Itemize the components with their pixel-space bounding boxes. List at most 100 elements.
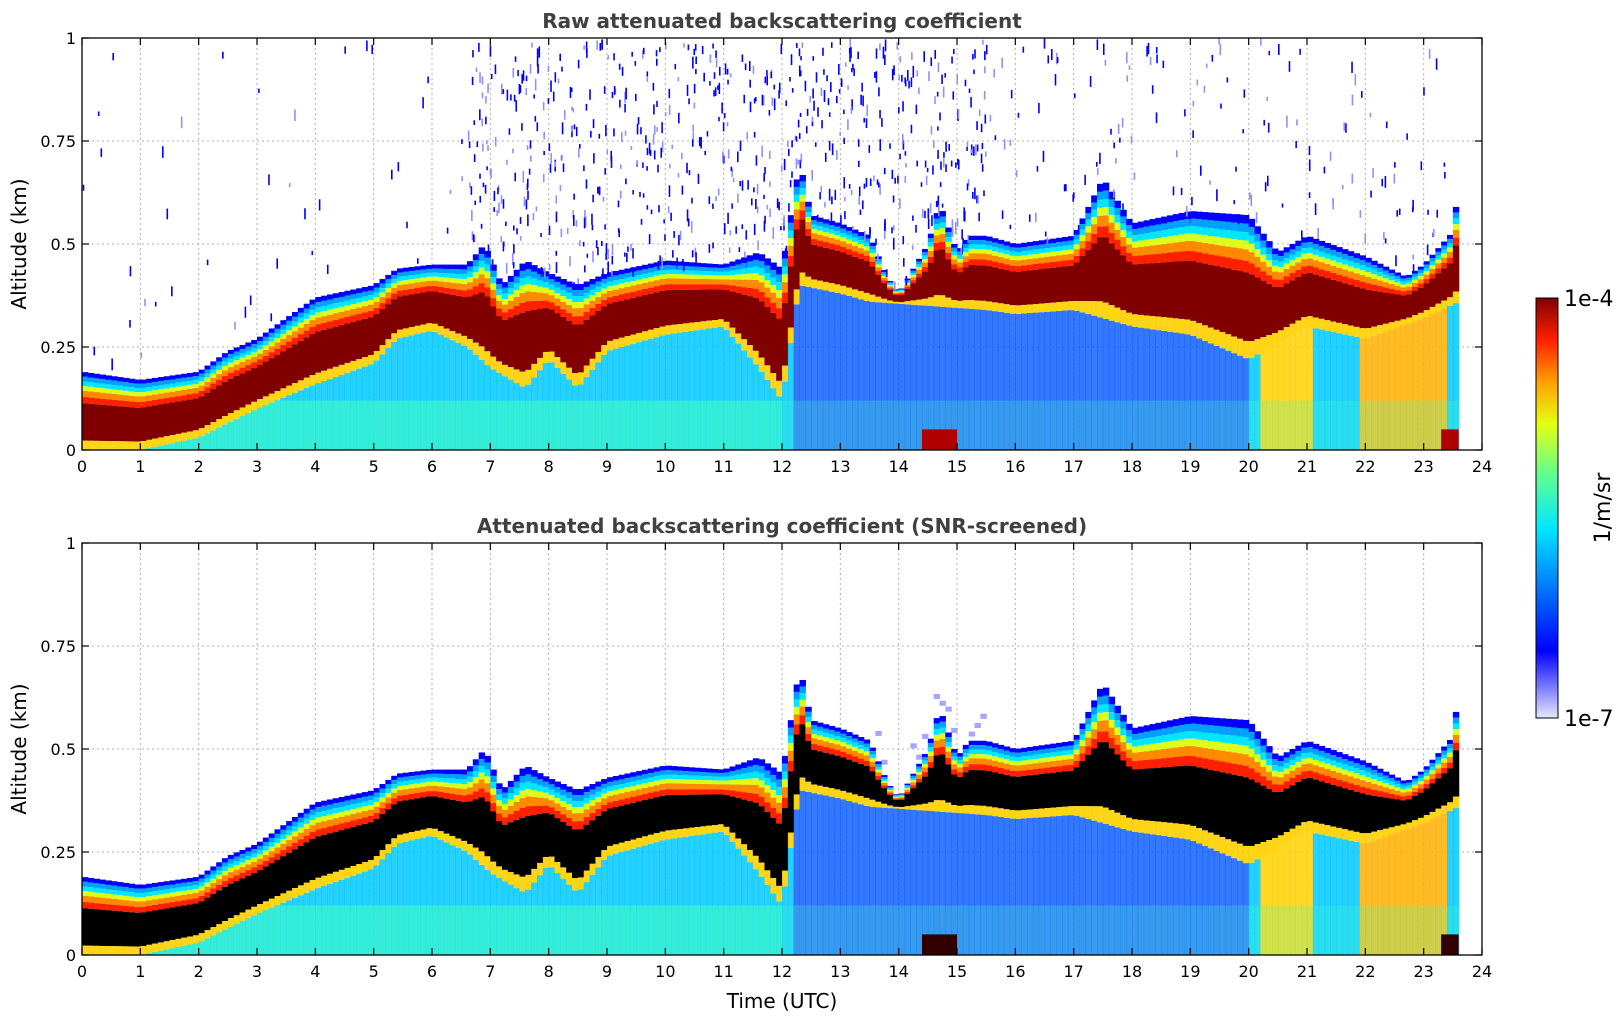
- noise-speck: [847, 119, 849, 130]
- heatmap-cell-surface: [286, 905, 293, 955]
- heatmap-cell-base: [1377, 325, 1384, 334]
- noise-speck: [905, 277, 908, 283]
- noise-speck: [573, 282, 575, 287]
- heatmap-cell-band: [478, 260, 486, 268]
- heatmap-cell-band: [472, 783, 480, 792]
- heatmap-cell-surface: [1382, 400, 1390, 450]
- heatmap-cell-band: [87, 377, 95, 383]
- heatmap-cell-band: [297, 334, 305, 341]
- heatmap-cell-band: [927, 242, 935, 247]
- heatmap-cell-band: [1050, 261, 1057, 268]
- heatmap-cell-core: [1032, 269, 1040, 305]
- heatmap-cell-band: [589, 800, 596, 806]
- heatmap-cell-band: [373, 297, 381, 302]
- heatmap-column: [122, 319, 131, 450]
- noise-speck: [1121, 117, 1124, 128]
- heatmap-cell-surface: [700, 905, 707, 955]
- heatmap-column: [939, 73, 947, 450]
- heatmap-cell-band: [286, 316, 293, 321]
- heatmap-cell-band: [210, 377, 217, 384]
- heatmap-cell-band: [198, 390, 206, 397]
- heatmap-cell-band: [303, 318, 311, 324]
- heatmap-cell-band: [624, 778, 631, 783]
- heatmap-cell-surface: [362, 400, 369, 450]
- noise-speck: [630, 146, 633, 151]
- heatmap-cell-core: [1073, 262, 1081, 302]
- heatmap-cell-band: [630, 790, 637, 797]
- noise-speck: [525, 199, 528, 210]
- noise-speck: [865, 118, 868, 129]
- heatmap-cell-low: [1336, 333, 1343, 450]
- heatmap-cell-band: [1079, 218, 1086, 225]
- heatmap-cell-low: [688, 330, 696, 450]
- noise-speck: [950, 160, 953, 167]
- heatmap-column: [723, 63, 732, 450]
- heatmap-cell-base: [1260, 337, 1267, 352]
- heatmap-cell-band: [292, 816, 299, 822]
- heatmap-cell-core: [204, 897, 211, 931]
- heatmap-cell-band: [163, 392, 171, 399]
- heatmap-cell-surface: [548, 905, 556, 955]
- heatmap-cell-low: [1283, 337, 1291, 450]
- heatmap-cell-band: [344, 810, 351, 816]
- heatmap-cell-band: [519, 285, 526, 294]
- heatmap-cell-band: [1015, 260, 1022, 267]
- noise-speck: [924, 160, 927, 168]
- x-tick-label: 0: [77, 457, 87, 476]
- heatmap-cell-band: [227, 872, 235, 878]
- noise-speck: [851, 99, 853, 111]
- heatmap-cell-band: [881, 272, 888, 275]
- heatmap-cell-core: [618, 300, 626, 338]
- heatmap-cell-core: [408, 294, 416, 328]
- heatmap-cell-band: [1132, 222, 1139, 230]
- heatmap-cell-band: [1015, 266, 1022, 272]
- heatmap-cell-band: [548, 784, 556, 790]
- heatmap-cell-surface: [391, 400, 398, 450]
- heatmap-column: [647, 768, 655, 955]
- noise-speck: [861, 200, 864, 210]
- noise-speck: [1329, 151, 1332, 161]
- noise-speck: [610, 156, 613, 168]
- heatmap-cell-band: [408, 784, 416, 789]
- heatmap-cell-band: [472, 759, 480, 766]
- heatmap-cell-band: [175, 887, 182, 892]
- noise-speck: [1162, 60, 1165, 69]
- heatmap-cell-band: [233, 351, 241, 356]
- heatmap-cell-band: [420, 792, 427, 798]
- heatmap-cell-band: [437, 281, 445, 288]
- heatmap-cell-band: [1260, 247, 1267, 255]
- x-tick-label: 20: [1238, 457, 1258, 476]
- heatmap-cell-base: [752, 350, 760, 365]
- heatmap-cell-core: [198, 396, 206, 429]
- heatmap-cell-core: [1307, 272, 1314, 317]
- heatmap-cell-band: [175, 378, 182, 383]
- heatmap-cell-band: [1429, 268, 1436, 274]
- heatmap-cell-band: [187, 388, 194, 395]
- heatmap-column: [303, 808, 311, 955]
- noise-speck: [1089, 76, 1092, 87]
- heatmap-cell-surface: [414, 905, 421, 955]
- heatmap-cell-base: [1237, 338, 1244, 356]
- heatmap-cell-band: [367, 295, 375, 300]
- heatmap-cell-core: [1417, 287, 1425, 313]
- heatmap-cell-band: [257, 858, 264, 865]
- heatmap-cell-band: [315, 822, 322, 830]
- heatmap-cell-band: [513, 788, 521, 796]
- heatmap-cell-surface: [297, 400, 305, 450]
- heatmap-cell-band: [472, 765, 480, 772]
- heatmap-cell-core: [787, 266, 795, 328]
- noise-speck: [1323, 166, 1326, 174]
- heatmap-cell-base: [910, 300, 917, 305]
- heatmap-cell-low: [455, 847, 462, 955]
- heatmap-cell-band: [146, 395, 153, 401]
- heatmap-cell-band: [332, 813, 340, 819]
- noise-speck: [276, 258, 279, 269]
- heatmap-cell-band: [1429, 254, 1436, 259]
- heatmap-cell-band: [484, 250, 491, 258]
- heatmap-cell-band: [1452, 206, 1460, 213]
- heatmap-cell-band: [286, 330, 293, 336]
- heatmap-cell-band: [1102, 190, 1110, 199]
- heatmap-cell-band: [747, 267, 754, 274]
- heatmap-cell-band: [1353, 273, 1361, 281]
- heatmap-cell-core: [373, 819, 381, 857]
